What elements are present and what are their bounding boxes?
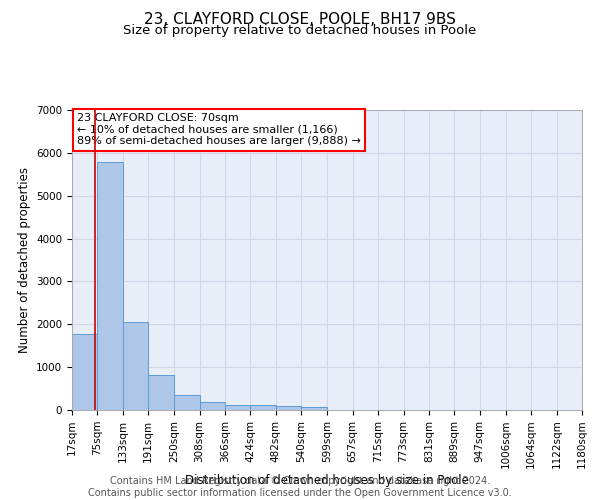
- Text: Size of property relative to detached houses in Poole: Size of property relative to detached ho…: [124, 24, 476, 37]
- Bar: [148, 375, 174, 410]
- Bar: [174, 396, 200, 410]
- Text: Contains HM Land Registry data © Crown copyright and database right 2024.
Contai: Contains HM Land Registry data © Crown c…: [88, 476, 512, 498]
- Bar: [301, 406, 327, 410]
- X-axis label: Distribution of detached houses by size in Poole: Distribution of detached houses by size …: [185, 474, 469, 487]
- Bar: [97, 162, 123, 410]
- Y-axis label: Number of detached properties: Number of detached properties: [17, 167, 31, 353]
- Bar: [123, 322, 148, 410]
- Bar: [276, 406, 301, 410]
- Bar: [225, 405, 250, 410]
- Bar: [250, 406, 276, 410]
- Text: 23 CLAYFORD CLOSE: 70sqm
← 10% of detached houses are smaller (1,166)
89% of sem: 23 CLAYFORD CLOSE: 70sqm ← 10% of detach…: [77, 113, 361, 146]
- Bar: [200, 402, 225, 410]
- Bar: [72, 334, 97, 410]
- Text: 23, CLAYFORD CLOSE, POOLE, BH17 9BS: 23, CLAYFORD CLOSE, POOLE, BH17 9BS: [144, 12, 456, 28]
